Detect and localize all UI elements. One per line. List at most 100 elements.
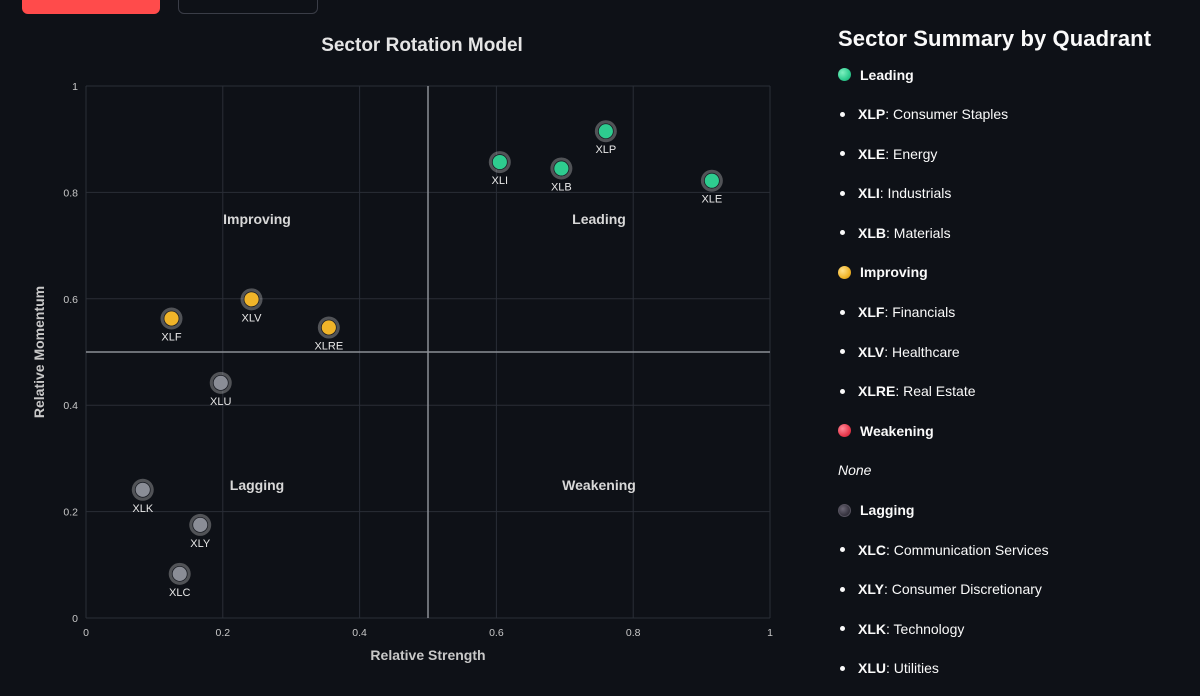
leading-heading-label: Leading <box>860 66 914 83</box>
point-marker <box>243 291 260 308</box>
quadrant-labels: Improving Leading Lagging Weakening <box>223 211 636 493</box>
data-point-xlu[interactable]: XLU <box>209 371 232 408</box>
list-item: XLY: Consumer Discretionary <box>838 577 1178 602</box>
quadrant-label-lagging: Lagging <box>230 477 284 493</box>
list-item: XLI: Industrials <box>838 181 1178 206</box>
axis-ticks: 0 0.2 0.4 0.6 0.8 1 0 0.2 0.4 0.6 0.8 1 <box>63 81 773 639</box>
quadrant-label-leading: Leading <box>572 211 626 227</box>
bullet-icon <box>840 349 845 355</box>
ticker: XLE <box>858 145 886 162</box>
sector-name: : Materials <box>886 224 951 241</box>
sector-name: : Industrials <box>879 185 952 202</box>
y-tick-label: 0.2 <box>63 507 78 519</box>
x-tick-label: 0.6 <box>489 627 504 639</box>
scatter-points: XLP XLI XLB XLE XLF XLV XLRE XLU XLK XLY XLC <box>131 120 723 599</box>
ticker: XLC <box>858 541 886 558</box>
ticker: XLV <box>858 343 885 360</box>
chart-title: Sector Rotation Model <box>321 35 523 56</box>
y-tick-label: 1 <box>72 81 78 93</box>
list-item: XLK: Technology <box>838 616 1178 641</box>
primary-button[interactable] <box>22 0 160 14</box>
list-item: XLF: Financials <box>838 300 1178 325</box>
sector-summary-panel: Sector Summary by Quadrant Leading XLP: … <box>838 26 1178 696</box>
sector-name: : Energy <box>885 145 938 162</box>
bullet-icon <box>840 151 845 157</box>
point-label: XLU <box>210 396 231 408</box>
point-label: XLI <box>492 175 509 187</box>
point-label: XLC <box>169 587 190 599</box>
list-item: XLB: Materials <box>838 220 1178 245</box>
ticker: XLK <box>858 620 886 637</box>
list-item: XLP: Consumer Staples <box>838 102 1178 127</box>
y-tick-label: 0 <box>72 613 78 625</box>
bullet-icon <box>840 665 845 671</box>
data-point-xlc[interactable]: XLC <box>168 562 191 599</box>
point-label: XLE <box>701 194 722 206</box>
weakening-none-text: None <box>838 462 872 479</box>
sector-name: : Financials <box>884 304 956 321</box>
data-point-xlv[interactable]: XLV <box>240 288 263 324</box>
point-label: XLP <box>595 144 616 156</box>
lagging-dot-icon <box>838 503 851 517</box>
data-point-xli[interactable]: XLI <box>488 151 511 187</box>
y-tick-label: 0.4 <box>63 400 78 412</box>
point-marker <box>597 123 614 140</box>
ticker: XLRE <box>858 383 896 400</box>
point-marker <box>320 319 337 336</box>
leading-dot-icon <box>838 68 851 81</box>
point-label: XLF <box>161 331 181 343</box>
list-item: XLU: Utilities <box>838 656 1178 681</box>
data-point-xle[interactable]: XLE <box>700 169 723 206</box>
data-point-xlf[interactable]: XLF <box>160 307 183 343</box>
list-item: XLC: Communication Services <box>838 537 1178 562</box>
sector-name: : Communication Services <box>886 541 1049 558</box>
data-point-xlp[interactable]: XLP <box>594 120 617 156</box>
x-tick-label: 0.8 <box>626 627 641 639</box>
y-tick-label: 0.6 <box>63 294 78 306</box>
ticker: XLB <box>858 224 886 241</box>
ticker: XLI <box>858 185 880 202</box>
sector-name: : Consumer Staples <box>885 106 1009 123</box>
weakening-heading-label: Weakening <box>860 422 934 439</box>
quadrant-dividers <box>86 86 770 618</box>
x-tick-label: 0.4 <box>352 627 367 639</box>
y-axis-label: Relative Momentum <box>31 286 47 418</box>
bullet-icon <box>840 547 845 553</box>
point-marker <box>703 172 720 189</box>
quadrant-heading-weakening: Weakening <box>838 418 1178 443</box>
ticker: XLU <box>858 660 886 677</box>
quadrant-heading-leading: Leading <box>838 62 1178 87</box>
data-point-xlk[interactable]: XLK <box>131 478 154 515</box>
secondary-button[interactable] <box>178 0 318 14</box>
sector-name: : Utilities <box>886 660 939 677</box>
x-axis-label: Relative Strength <box>370 647 485 663</box>
point-label: XLK <box>132 503 153 515</box>
point-marker <box>163 310 180 327</box>
sector-name: : Technology <box>886 620 965 637</box>
bullet-icon <box>840 626 845 632</box>
quadrant-heading-lagging: Lagging <box>838 498 1178 523</box>
data-point-xly[interactable]: XLY <box>189 513 212 550</box>
improving-heading-label: Improving <box>860 264 928 281</box>
bullet-icon <box>840 309 845 315</box>
improving-dot-icon <box>838 265 851 279</box>
point-marker <box>134 481 151 498</box>
x-tick-label: 0 <box>83 627 89 639</box>
point-marker <box>171 565 188 582</box>
ticker: XLP <box>858 106 886 123</box>
data-point-xlre[interactable]: XLRE <box>314 316 343 353</box>
bullet-icon <box>840 111 845 117</box>
point-label: XLB <box>551 181 572 193</box>
summary-title: Sector Summary by Quadrant <box>838 26 1152 51</box>
point-label: XLRE <box>314 341 343 353</box>
bullet-icon <box>840 190 845 196</box>
weakening-dot-icon <box>838 424 851 438</box>
ticker: XLF <box>858 304 885 321</box>
sector-name: : Consumer Discretionary <box>883 581 1042 598</box>
quadrant-heading-improving: Improving <box>838 260 1178 285</box>
sector-rotation-chart: Sector Rotation Model 0 0.2 0.4 0.6 0.8 1 0 0.2… <box>31 35 773 663</box>
data-point-xlb[interactable]: XLB <box>550 157 573 193</box>
point-marker <box>553 160 570 177</box>
quadrant-label-improving: Improving <box>223 211 291 227</box>
point-marker <box>491 154 508 170</box>
